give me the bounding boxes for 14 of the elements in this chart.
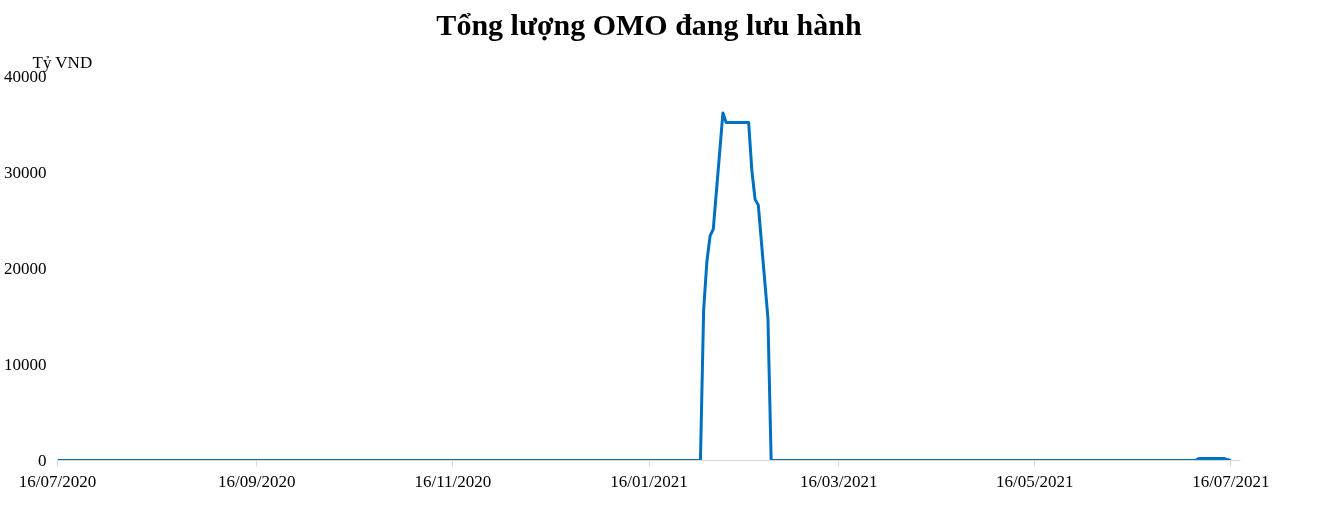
- line-series: [57, 111, 1233, 461]
- y-tick-label: 10000: [4, 355, 47, 374]
- x-tick-label: 16/07/2020: [18, 471, 97, 491]
- x-tick-label: 16/01/2021: [610, 471, 688, 491]
- y-tick-label: 0: [38, 451, 47, 470]
- x-tick-label: 16/11/2020: [414, 471, 492, 491]
- x-tick-label: 16/07/2021: [1192, 471, 1270, 491]
- x-tick-label: 16/05/2021: [996, 471, 1074, 491]
- y-axis-title: Tỷ VND: [32, 52, 93, 72]
- x-tick-label: 16/03/2021: [799, 471, 878, 491]
- x-tick-label: 16/09/2020: [218, 471, 296, 491]
- chart-title: Tổng lượng OMO đang lưu hành: [436, 7, 862, 41]
- y-tick-label: 30000: [4, 163, 47, 182]
- y-tick-label: 20000: [4, 259, 47, 278]
